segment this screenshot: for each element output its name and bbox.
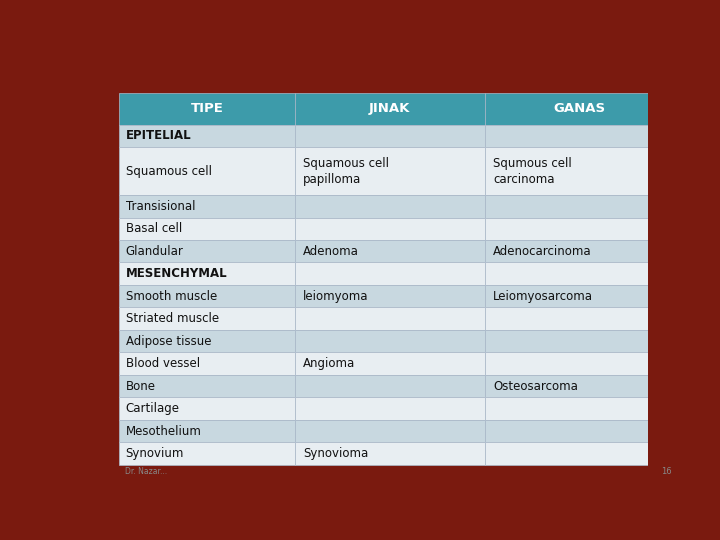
Bar — [485, 125, 674, 147]
Text: Smooth muscle: Smooth muscle — [126, 289, 217, 303]
Text: Synovioma: Synovioma — [303, 447, 369, 460]
Text: Basal cell: Basal cell — [126, 222, 182, 235]
Text: GANAS: GANAS — [553, 103, 606, 116]
Bar — [294, 330, 485, 353]
Bar — [294, 420, 485, 442]
Text: Synovium: Synovium — [126, 447, 184, 460]
Bar — [485, 195, 674, 218]
Bar — [119, 125, 294, 147]
Bar — [294, 397, 485, 420]
Text: Blood vessel: Blood vessel — [126, 357, 200, 370]
Bar — [119, 262, 294, 285]
Bar — [485, 285, 674, 307]
Bar — [119, 147, 294, 195]
Bar — [119, 375, 294, 397]
Bar — [294, 240, 485, 262]
Text: Adenocarcinoma: Adenocarcinoma — [493, 245, 592, 258]
Bar — [119, 330, 294, 353]
Text: Cartilage: Cartilage — [126, 402, 180, 415]
Text: Adenoma: Adenoma — [303, 245, 359, 258]
Bar — [485, 420, 674, 442]
Text: leiomyoma: leiomyoma — [303, 289, 369, 303]
Text: Mesothelium: Mesothelium — [126, 424, 202, 437]
Text: Squmous cell
carcinoma: Squmous cell carcinoma — [493, 157, 572, 186]
Bar — [119, 285, 294, 307]
Text: Striated muscle: Striated muscle — [126, 312, 219, 325]
Bar — [119, 93, 294, 125]
Text: MESENCHYMAL: MESENCHYMAL — [126, 267, 228, 280]
Text: Angioma: Angioma — [303, 357, 356, 370]
Bar — [294, 218, 485, 240]
Text: 16: 16 — [661, 467, 672, 476]
Text: Dr. Nazar...: Dr. Nazar... — [125, 467, 167, 476]
Bar — [485, 353, 674, 375]
Bar — [119, 307, 294, 330]
Text: Osteosarcoma: Osteosarcoma — [493, 380, 577, 393]
Bar — [294, 262, 485, 285]
Text: TIPE: TIPE — [191, 103, 223, 116]
Bar — [119, 353, 294, 375]
Text: Glandular: Glandular — [126, 245, 184, 258]
Bar — [485, 442, 674, 465]
Bar — [294, 125, 485, 147]
Bar — [294, 195, 485, 218]
Bar — [294, 147, 485, 195]
Bar — [485, 93, 674, 125]
Bar — [294, 353, 485, 375]
Bar — [485, 330, 674, 353]
Bar — [294, 285, 485, 307]
Text: Squamous cell
papilloma: Squamous cell papilloma — [303, 157, 389, 186]
Text: Squamous cell: Squamous cell — [126, 165, 212, 178]
Bar — [485, 240, 674, 262]
Bar — [294, 375, 485, 397]
Bar — [485, 262, 674, 285]
Text: Leiomyosarcoma: Leiomyosarcoma — [493, 289, 593, 303]
Bar — [485, 147, 674, 195]
Text: Transisional: Transisional — [126, 200, 195, 213]
Bar — [485, 375, 674, 397]
Bar — [485, 307, 674, 330]
Bar — [119, 420, 294, 442]
Bar — [485, 397, 674, 420]
Bar — [119, 240, 294, 262]
Bar — [119, 397, 294, 420]
Text: Bone: Bone — [126, 380, 156, 393]
Text: Adipose tissue: Adipose tissue — [126, 335, 211, 348]
Bar — [294, 307, 485, 330]
Bar — [294, 442, 485, 465]
Bar — [485, 218, 674, 240]
Bar — [119, 442, 294, 465]
Bar — [294, 93, 485, 125]
Text: EPITELIAL: EPITELIAL — [126, 130, 192, 143]
Text: JINAK: JINAK — [369, 103, 410, 116]
Bar — [119, 218, 294, 240]
Bar — [119, 195, 294, 218]
